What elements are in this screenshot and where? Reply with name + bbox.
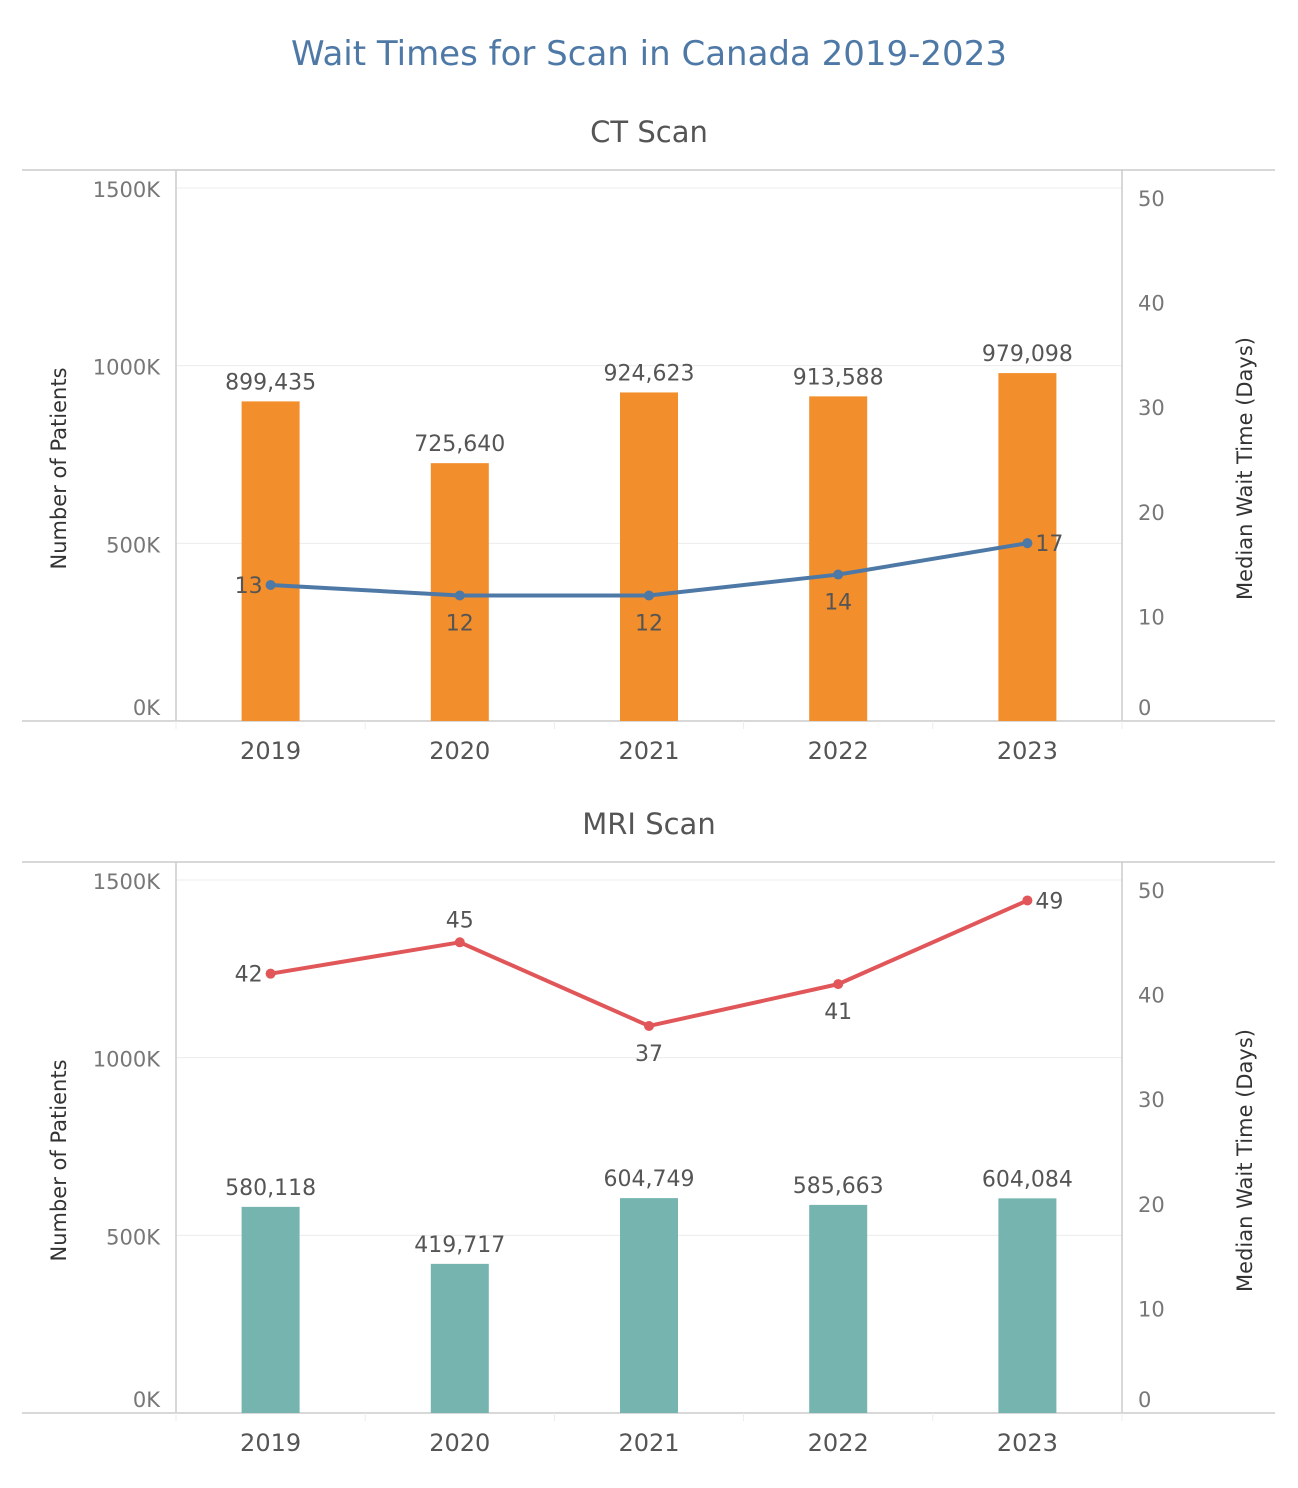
x-tick-label: 2023 <box>997 1429 1058 1457</box>
x-tick-label: 2022 <box>808 1429 869 1457</box>
line-series <box>270 898 1029 1028</box>
line-point-label: 42 <box>235 963 263 988</box>
x-tick-label: 2020 <box>429 1429 490 1457</box>
y-axis-title: Number of Patients <box>47 367 71 569</box>
y2-tick-label: 0 <box>1138 1388 1151 1412</box>
y2-tick-label: 30 <box>1138 396 1165 420</box>
x-tick-label: 2023 <box>997 737 1058 765</box>
x-tick-label: 2019 <box>240 1429 301 1457</box>
line-point <box>265 968 276 979</box>
line-point <box>1022 538 1033 549</box>
y-tick-label: 0K <box>133 1388 161 1412</box>
y2-tick-label: 50 <box>1138 187 1165 211</box>
y2-axis-title: Median Wait Time (Days) <box>1233 1029 1257 1292</box>
bar-label: 419,717 <box>414 1233 505 1258</box>
y2-tick-label: 10 <box>1138 1297 1165 1321</box>
y-tick-label: 1500K <box>93 870 161 894</box>
line-point <box>833 569 844 580</box>
y2-tick-label: 0 <box>1138 696 1151 720</box>
line-point <box>454 937 465 948</box>
x-tick-label: 2020 <box>429 737 490 765</box>
line-point-label: 12 <box>635 611 663 636</box>
y2-tick-label: 10 <box>1138 605 1165 629</box>
bar <box>620 392 678 721</box>
x-tick-label: 2019 <box>240 737 301 765</box>
bar-label: 585,663 <box>793 1174 884 1199</box>
bar-label: 913,588 <box>793 365 884 390</box>
y2-tick-label: 40 <box>1138 984 1165 1008</box>
y2-tick-label: 50 <box>1138 879 1165 903</box>
y-tick-label: 1000K <box>93 1048 161 1072</box>
line-point-label: 37 <box>635 1042 663 1067</box>
bar <box>809 1204 868 1413</box>
bar <box>241 1206 300 1413</box>
y-axis-title: Number of Patients <box>47 1059 71 1261</box>
bar <box>998 1198 1057 1413</box>
bar-label: 924,623 <box>604 361 695 386</box>
bar-label: 979,098 <box>982 342 1073 367</box>
x-tick-label: 2021 <box>618 1429 679 1457</box>
line-point <box>644 1020 654 1031</box>
chart-title: CT Scan <box>590 115 708 149</box>
y2-axis-title: Median Wait Time (Days) <box>1233 337 1257 600</box>
bar <box>620 1198 678 1413</box>
line-point <box>265 580 276 591</box>
line-point <box>1022 895 1033 906</box>
line-point-label: 41 <box>824 1000 852 1025</box>
line-point-label: 13 <box>235 574 263 599</box>
y-tick-label: 1500K <box>93 178 161 202</box>
y-tick-label: 0K <box>133 696 161 720</box>
bar-label: 580,118 <box>225 1176 316 1201</box>
y2-tick-label: 20 <box>1138 1193 1165 1217</box>
bar-label: 604,084 <box>982 1167 1073 1192</box>
bar-label: 725,640 <box>414 432 505 457</box>
x-tick-label: 2022 <box>808 737 869 765</box>
y2-tick-label: 40 <box>1138 292 1165 316</box>
y-tick-label: 1000K <box>93 356 161 380</box>
line-point-label: 14 <box>824 591 852 616</box>
y-tick-label: 500K <box>106 1225 161 1249</box>
x-tick-label: 2021 <box>618 737 679 765</box>
bar <box>809 396 868 721</box>
line-point <box>833 979 844 990</box>
line-point-label: 45 <box>446 908 474 933</box>
y2-tick-label: 20 <box>1138 501 1165 525</box>
bar <box>241 401 300 721</box>
line-point-label: 12 <box>446 611 474 636</box>
bar-label: 604,749 <box>604 1167 695 1192</box>
line-point <box>644 590 654 601</box>
chart-title: MRI Scan <box>582 807 715 841</box>
line-point-label: 17 <box>1035 532 1063 557</box>
line-point <box>454 590 465 601</box>
y2-tick-label: 30 <box>1138 1088 1165 1112</box>
bar <box>430 1263 489 1413</box>
y-tick-label: 500K <box>106 533 161 557</box>
bar-label: 899,435 <box>225 370 316 395</box>
line-point-label: 49 <box>1035 889 1063 914</box>
page-title: Wait Times for Scan in Canada 2019-2023 <box>291 34 1007 74</box>
